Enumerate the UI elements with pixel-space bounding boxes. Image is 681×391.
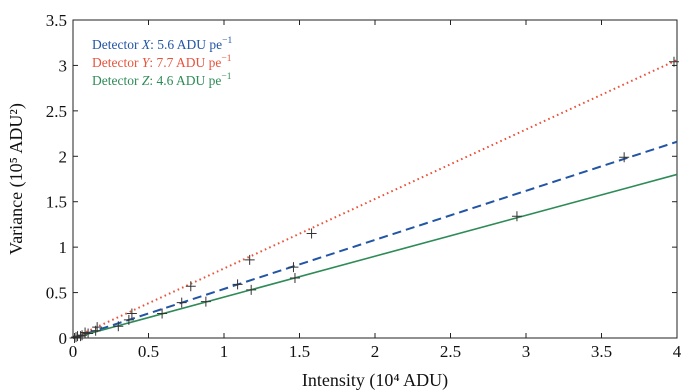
x-tick-label: 1 [220,342,229,361]
y-tick-label: 3 [59,56,68,75]
data-point-series-1 [306,228,317,239]
y-tick-label: 2.5 [46,102,67,121]
x-axis-title: Intensity (10⁴ ADU) [302,370,448,391]
y-axis-title: Variance (10⁵ ADU²) [6,103,27,255]
data-point-series-2 [246,284,257,295]
data-point-series-2 [75,331,86,342]
fit-line-series-2 [72,173,678,339]
x-tick-label: 3 [522,342,531,361]
data-point-series-2 [157,308,168,319]
x-tick-label: 0.5 [138,342,159,361]
data-point-series-1 [244,254,255,265]
data-point-series-2 [200,296,211,307]
data-point-series-2 [83,328,94,339]
legend-entry-2: Detector Z: 4.6 ADU pe−1 [92,72,232,88]
data-markers [69,56,679,343]
y-tick-label: 1 [59,238,68,257]
x-tick-label: 4 [673,342,681,361]
data-point-series-2 [511,211,522,222]
x-tick-label: 3.5 [591,342,612,361]
x-tick-label: 1.5 [289,342,310,361]
data-point-series-0 [232,279,243,290]
data-point-series-0 [176,297,187,308]
y-tick-label: 0.5 [46,284,67,303]
data-point-series-2 [113,321,124,332]
y-tick-label: 3.5 [46,11,67,30]
x-tick-label: 2.5 [440,342,461,361]
data-point-series-0 [619,152,630,163]
data-point-series-1 [92,322,103,333]
y-tick-label: 0 [59,329,68,348]
data-point-series-2 [289,273,300,284]
data-point-series-1 [126,308,137,319]
y-tick-label: 1.5 [46,193,67,212]
axis-ticks: 0 0.5 1 1.5 2 2.5 3 3.5 4 0 0.5 1 1.5 2 2.5 3 3.5 [46,11,681,361]
data-point-series-0 [123,314,134,325]
fit-line-series-1 [72,59,678,339]
y-tick-label: 2 [59,147,68,166]
legend-entry-1: Detector Y: 7.7 ADU pe−1 [92,54,232,70]
legend-entry-0: Detector X: 5.6 ADU pe−1 [92,36,232,52]
fit-line-series-0 [72,140,678,339]
x-tick-label: 2 [371,342,380,361]
fit-lines [72,59,678,339]
data-point-series-1 [185,281,196,292]
legend: Detector X: 5.6 ADU pe−1 Detector Y: 7.7 … [92,36,232,88]
data-point-series-0 [288,262,299,273]
x-tick-label: 0 [69,342,78,361]
